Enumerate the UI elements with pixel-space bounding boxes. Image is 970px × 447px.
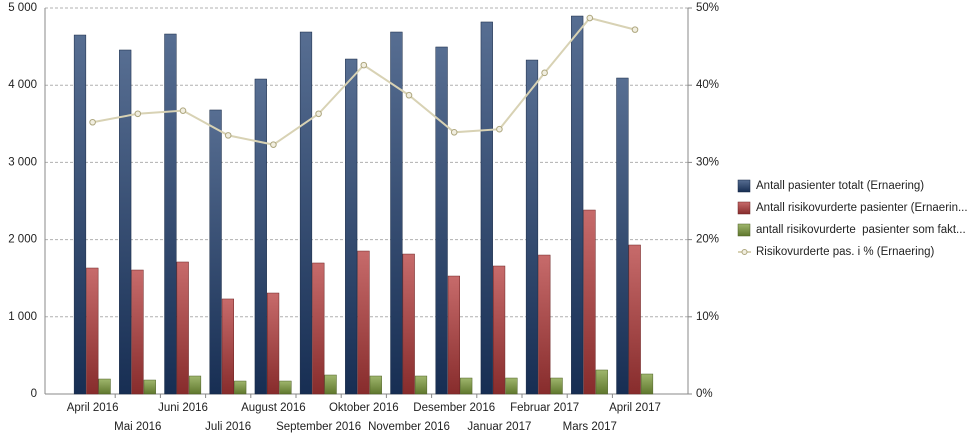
bar xyxy=(345,58,358,395)
x-tick-label: April 2017 xyxy=(609,402,661,414)
x-tick-label: Desember 2016 xyxy=(413,402,495,414)
bar xyxy=(324,374,337,395)
x-tick-label: Juli 2016 xyxy=(205,421,251,433)
line-marker xyxy=(179,107,187,114)
line-marker xyxy=(224,132,232,139)
y2-tick-label: 50% xyxy=(696,2,719,14)
x-tick-label: Juni 2016 xyxy=(158,402,208,414)
y-tick-label: 4 000 xyxy=(8,79,37,91)
bar xyxy=(98,378,111,395)
y-tick-label: 3 000 xyxy=(8,156,37,168)
line-marker xyxy=(496,125,503,133)
line-marker xyxy=(586,14,594,22)
legend-label: antall risikovurderte pasienter som fakt… xyxy=(756,224,966,236)
bar xyxy=(616,77,629,395)
y-tick-label: 2 000 xyxy=(8,234,37,246)
line-marker xyxy=(631,26,639,33)
bar xyxy=(480,21,493,395)
bar xyxy=(176,261,189,395)
legend-marker xyxy=(741,249,748,255)
bar xyxy=(390,31,403,395)
bar xyxy=(550,377,563,395)
bar xyxy=(595,369,608,395)
y2-tick-label: 40% xyxy=(696,79,719,91)
y2-tick-label: 30% xyxy=(696,156,719,168)
x-tick-label: Mars 2017 xyxy=(563,421,617,433)
bar xyxy=(73,34,87,395)
line-marker xyxy=(89,118,96,126)
bar xyxy=(143,379,156,395)
bar xyxy=(538,254,551,395)
y-tick-label: 0 xyxy=(31,388,37,400)
x-tick-label: Januar 2017 xyxy=(467,421,531,433)
legend-swatch xyxy=(737,201,751,215)
bar xyxy=(447,275,460,395)
y2-tick-label: 20% xyxy=(696,234,719,246)
legend-swatch xyxy=(737,179,751,193)
bar xyxy=(571,15,584,395)
bar xyxy=(119,49,132,395)
y-tick-label: 5 000 xyxy=(8,2,37,14)
legend-label: Antall risikovurderte pasienter (Ernaeri… xyxy=(756,202,968,214)
bar xyxy=(583,209,596,395)
bar xyxy=(254,78,267,395)
line-marker xyxy=(405,91,413,99)
x-tick-label: Februar 2017 xyxy=(510,402,579,414)
line-marker xyxy=(360,61,368,69)
line-marker xyxy=(134,110,142,118)
x-tick-label: Oktober 2016 xyxy=(329,402,399,414)
line-marker xyxy=(541,69,548,77)
bar xyxy=(86,267,99,395)
bar xyxy=(279,380,292,395)
bar xyxy=(267,292,280,395)
legend-swatch xyxy=(737,223,751,237)
legend-label: Risikovurderte pas. i % (Ernaering) xyxy=(756,246,934,258)
legend-label: Antall pasienter totalt (Ernaering) xyxy=(756,180,924,192)
bar xyxy=(460,377,473,395)
y2-tick-label: 0% xyxy=(696,388,713,400)
bar xyxy=(209,109,222,395)
bar xyxy=(312,262,325,395)
bar xyxy=(414,375,428,395)
bar xyxy=(435,46,448,395)
x-tick-label: Mai 2016 xyxy=(114,421,161,433)
x-tick-label: August 2016 xyxy=(241,402,306,414)
line-marker xyxy=(315,110,322,118)
x-tick-label: September 2016 xyxy=(276,421,361,433)
bar xyxy=(357,250,370,395)
bar xyxy=(131,269,144,395)
bar xyxy=(525,59,539,395)
line-marker xyxy=(270,141,277,148)
y-tick-label: 1 000 xyxy=(8,311,37,323)
bar xyxy=(221,298,235,395)
x-tick-label: April 2016 xyxy=(67,402,119,414)
bar xyxy=(402,253,415,395)
line-marker xyxy=(450,128,458,136)
bar xyxy=(628,244,641,395)
bar xyxy=(369,375,382,395)
bar xyxy=(640,373,654,395)
bar xyxy=(299,31,313,395)
bar xyxy=(505,377,518,395)
y2-tick-label: 10% xyxy=(696,311,719,323)
bar xyxy=(493,265,506,395)
bar xyxy=(164,33,177,395)
x-tick-label: November 2016 xyxy=(368,421,450,433)
bar xyxy=(188,375,202,395)
bar xyxy=(234,380,247,395)
